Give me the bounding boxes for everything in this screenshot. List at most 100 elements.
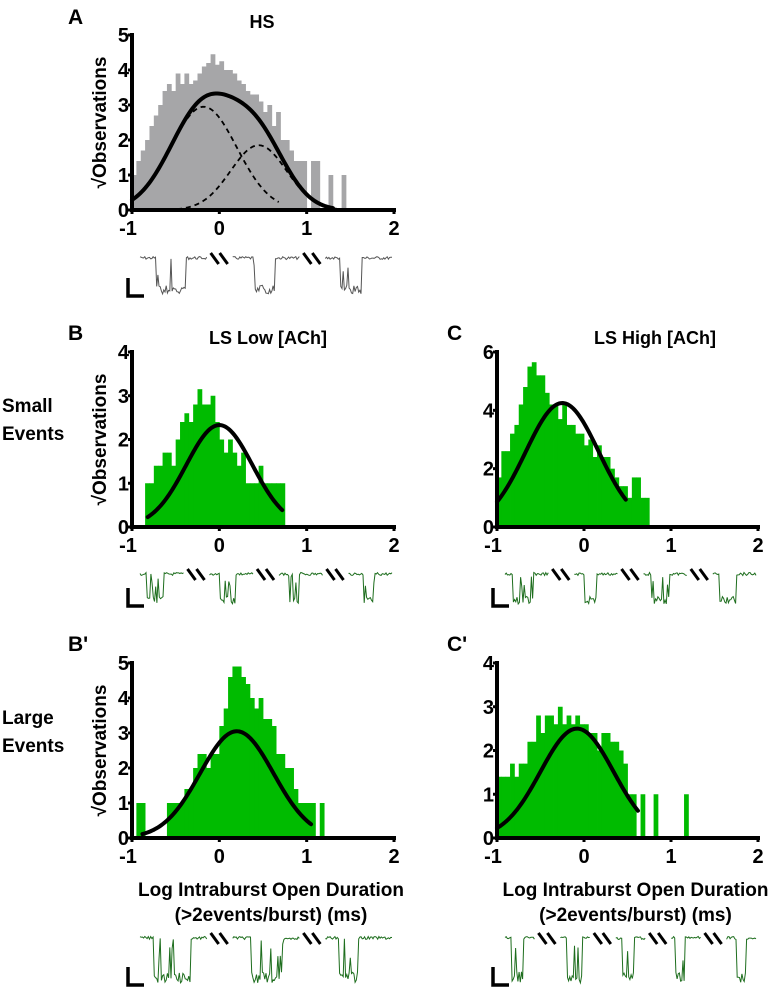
histogram-bar [232, 452, 238, 528]
histogram-bar [588, 439, 594, 527]
histogram-bar [223, 708, 229, 838]
histogram-bar [206, 63, 211, 210]
histogram-bar [267, 483, 273, 527]
histogram-bars [145, 389, 286, 528]
histogram-bar [263, 719, 268, 838]
histogram-bar [158, 465, 163, 527]
histogram-bar [510, 763, 515, 839]
y-tick-label: 3 [118, 95, 129, 117]
y-tick-label: 1 [118, 473, 129, 495]
histogram-bar [153, 115, 159, 210]
trace-segment [560, 936, 590, 985]
histogram-bar [149, 126, 155, 210]
histogram-bar [223, 70, 229, 210]
trace-segment [712, 571, 757, 605]
histogram-bar [544, 392, 550, 527]
histogram-bar [501, 776, 507, 838]
row-label-large-line2: Events [2, 736, 64, 757]
channel-trace [126, 932, 393, 987]
histogram-bar [575, 433, 581, 527]
histogram-bar [280, 483, 286, 527]
histogram-bar [597, 445, 602, 527]
histogram-bar [614, 477, 620, 527]
x-tick-label: -1 [119, 218, 137, 240]
histogram-bar [636, 477, 641, 527]
histogram-bar [158, 105, 163, 210]
break-mark [195, 568, 206, 581]
histogram-bar [640, 794, 646, 838]
histogram-bars [497, 362, 650, 527]
histogram-bar [193, 80, 198, 210]
trace-segment [504, 571, 549, 606]
trace-segment [726, 936, 757, 984]
x-tick-label: 1 [665, 846, 676, 868]
break-mark [689, 568, 700, 581]
histogram-bar [497, 776, 502, 838]
panel-title: LS High [ACh] [594, 328, 716, 348]
histogram-bar [258, 465, 264, 527]
histogram-bar [276, 754, 281, 838]
y-tick-label: 2 [483, 459, 494, 481]
histogram-bar [180, 84, 185, 210]
x-tick-label: 1 [665, 535, 676, 557]
row-label-large-line1: Large [2, 708, 54, 729]
y-tick-label: 3 [483, 697, 494, 719]
x-tick-label: 2 [752, 846, 763, 868]
y-tick-label: 2 [118, 430, 129, 452]
x-tick-label: 1 [301, 535, 312, 557]
y-tick-label: 4 [483, 653, 495, 675]
histogram-bar [162, 452, 168, 528]
histogram-bar [132, 175, 137, 210]
histogram-bar [640, 497, 646, 527]
histogram-bar [267, 105, 273, 210]
x-tick-label: -1 [119, 846, 137, 868]
histogram-bar [618, 486, 624, 527]
histogram-bar [206, 404, 211, 527]
histogram-bar [241, 84, 246, 210]
histogram-bar [136, 161, 142, 210]
histogram-bar [263, 483, 268, 527]
histogram-bar [171, 91, 177, 210]
break-mark [656, 932, 668, 945]
channel-trace [491, 932, 757, 987]
histogram-bar [618, 750, 624, 838]
trace-segment [504, 936, 535, 983]
fit-curve [145, 423, 285, 520]
histogram-bar [258, 101, 264, 210]
break-mark [592, 932, 604, 945]
histogram-bars [132, 54, 347, 210]
histogram-bar [328, 175, 334, 210]
break-mark [537, 932, 548, 945]
histogram-bars [136, 666, 325, 838]
histogram-bar [518, 404, 524, 527]
histogram-bar [254, 483, 260, 527]
scale-bar [126, 278, 144, 298]
histogram-bar [162, 91, 168, 210]
histogram-bar [536, 375, 541, 527]
x-tick-label: 0 [214, 535, 225, 557]
histogram-bar [623, 486, 628, 527]
trace-segment [643, 571, 687, 605]
histogram-bars [497, 706, 689, 839]
histogram-bar [505, 776, 511, 838]
histogram-bar [584, 724, 589, 838]
trace-segment [139, 935, 208, 984]
histogram-bar [249, 94, 255, 210]
y-axis-label: √Observations [90, 57, 111, 189]
y-tick-label: 0 [483, 828, 494, 850]
histogram-bar [311, 803, 316, 838]
histogram-bar [293, 789, 299, 838]
trace-segment [278, 571, 323, 605]
histogram-bar [188, 84, 194, 210]
histogram-bar [605, 457, 611, 527]
histogram-bar [153, 465, 159, 527]
trace-segment [671, 935, 701, 982]
histogram-bar [263, 112, 268, 210]
y-tick-label: 6 [483, 342, 494, 364]
fit-curve [140, 729, 314, 837]
histogram-bar [284, 768, 290, 838]
histogram-bar [311, 161, 316, 210]
y-tick-label: 0 [118, 828, 129, 850]
histogram-bar [280, 754, 286, 838]
